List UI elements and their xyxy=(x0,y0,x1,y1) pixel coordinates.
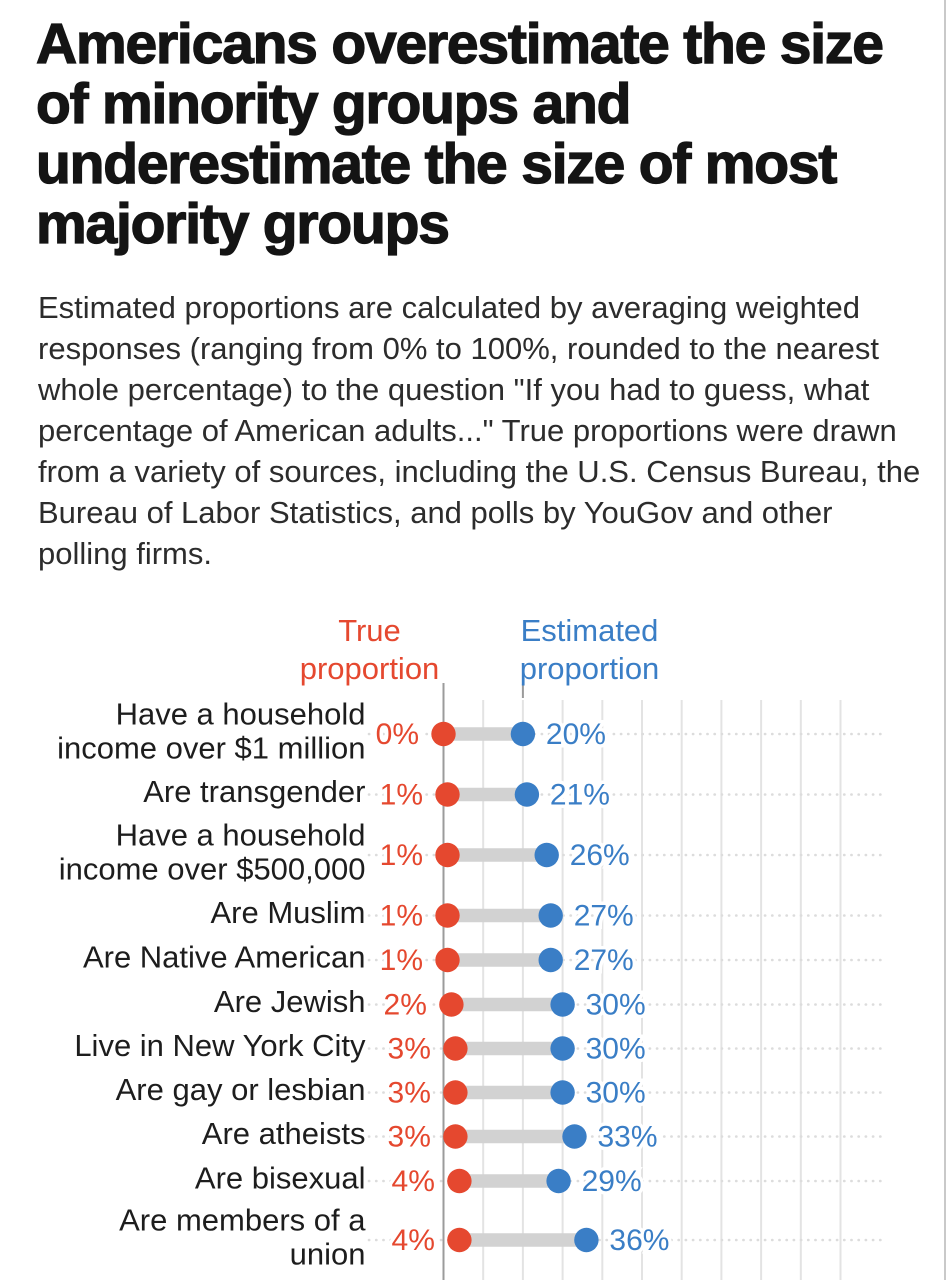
svg-text:proportion: proportion xyxy=(300,651,440,686)
svg-text:30%: 30% xyxy=(586,989,646,1022)
svg-text:Are members of a: Are members of a xyxy=(119,1203,366,1238)
svg-text:20%: 20% xyxy=(546,718,606,751)
svg-text:union: union xyxy=(290,1237,366,1272)
svg-text:2%: 2% xyxy=(384,989,427,1022)
svg-text:Are transgender: Are transgender xyxy=(143,774,365,809)
svg-text:1%: 1% xyxy=(380,839,423,872)
svg-text:income over $1 million: income over $1 million xyxy=(57,731,365,766)
svg-text:1%: 1% xyxy=(380,944,423,977)
svg-text:27%: 27% xyxy=(574,900,634,933)
svg-text:0%: 0% xyxy=(376,718,419,751)
svg-text:True: True xyxy=(338,613,401,648)
svg-text:30%: 30% xyxy=(586,1033,646,1066)
svg-text:29%: 29% xyxy=(582,1165,642,1198)
svg-text:Live in New York City: Live in New York City xyxy=(74,1028,366,1063)
svg-text:4%: 4% xyxy=(392,1224,435,1257)
svg-text:Estimated: Estimated xyxy=(521,613,659,648)
svg-text:1%: 1% xyxy=(380,900,423,933)
svg-text:Are gay or lesbian: Are gay or lesbian xyxy=(116,1072,366,1107)
svg-text:3%: 3% xyxy=(388,1077,431,1110)
svg-text:30%: 30% xyxy=(586,1077,646,1110)
svg-text:Are Muslim: Are Muslim xyxy=(210,895,365,930)
svg-text:proportion: proportion xyxy=(520,651,660,686)
svg-text:27%: 27% xyxy=(574,944,634,977)
svg-text:33%: 33% xyxy=(598,1121,658,1154)
svg-text:26%: 26% xyxy=(570,839,630,872)
svg-text:Are atheists: Are atheists xyxy=(202,1116,366,1151)
svg-text:income over $500,000: income over $500,000 xyxy=(59,852,366,887)
svg-text:21%: 21% xyxy=(550,779,610,812)
svg-text:3%: 3% xyxy=(388,1033,431,1066)
svg-text:Have a household: Have a household xyxy=(116,818,366,853)
svg-text:Are Native American: Are Native American xyxy=(83,940,366,975)
svg-text:4%: 4% xyxy=(392,1165,435,1198)
svg-text:1%: 1% xyxy=(380,779,423,812)
svg-text:36%: 36% xyxy=(609,1224,669,1257)
svg-text:3%: 3% xyxy=(388,1121,431,1154)
svg-text:Are Jewish: Are Jewish xyxy=(214,984,366,1019)
svg-text:Are bisexual: Are bisexual xyxy=(195,1161,366,1196)
svg-text:Have a household: Have a household xyxy=(116,697,366,732)
